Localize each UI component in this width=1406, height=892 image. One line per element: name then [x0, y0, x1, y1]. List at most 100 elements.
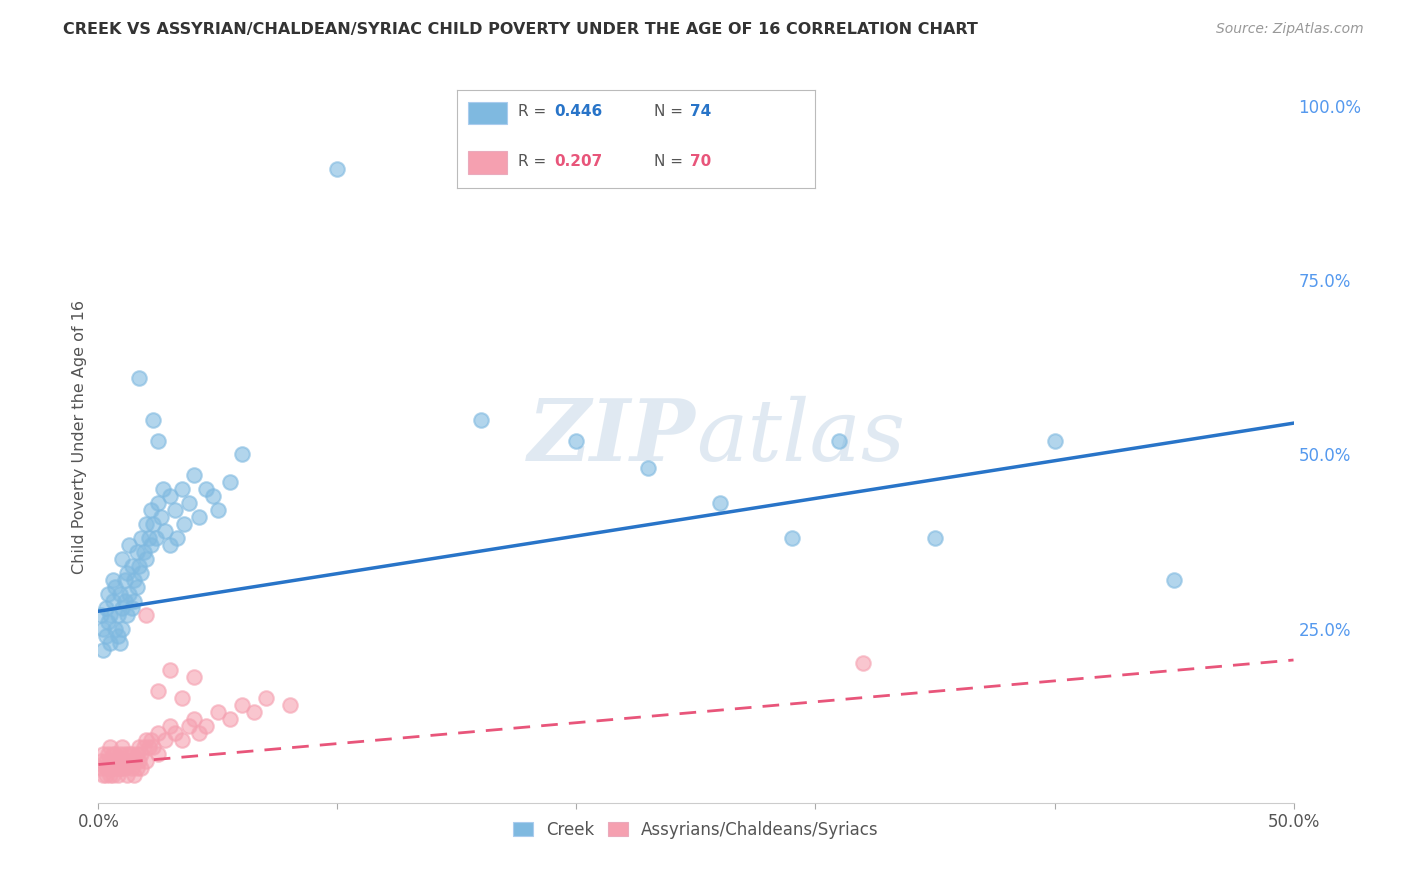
Point — [195, 483, 218, 497]
Point — [709, 496, 731, 510]
Point — [219, 475, 242, 490]
Point — [101, 573, 124, 587]
Point — [159, 489, 181, 503]
Point — [278, 698, 301, 713]
Point — [115, 607, 138, 622]
Point — [195, 719, 218, 733]
Text: CREEK VS ASSYRIAN/CHALDEAN/SYRIAC CHILD POVERTY UNDER THE AGE OF 16 CORRELATION : CREEK VS ASSYRIAN/CHALDEAN/SYRIAC CHILD … — [63, 22, 979, 37]
Point — [166, 531, 188, 545]
Point — [1043, 434, 1066, 448]
Point — [111, 740, 134, 755]
Point — [231, 698, 253, 713]
Point — [97, 761, 120, 775]
Point — [128, 371, 150, 385]
Point — [111, 761, 134, 775]
Point — [101, 761, 124, 775]
Point — [121, 747, 143, 761]
Point — [132, 740, 155, 755]
Point — [108, 587, 131, 601]
Point — [142, 412, 165, 426]
Point — [101, 768, 124, 782]
Point — [139, 538, 162, 552]
Point — [183, 670, 205, 684]
Point — [107, 761, 129, 775]
Point — [202, 489, 225, 503]
Point — [97, 615, 120, 629]
Point — [104, 761, 127, 775]
Point — [124, 754, 146, 768]
Point — [172, 691, 194, 706]
Point — [115, 768, 138, 782]
Point — [637, 461, 659, 475]
Point — [124, 768, 146, 782]
Point — [159, 719, 181, 733]
Point — [172, 733, 194, 747]
Point — [125, 747, 148, 761]
Point — [852, 657, 875, 671]
Point — [90, 607, 112, 622]
Point — [219, 712, 242, 726]
Point — [145, 531, 167, 545]
Point — [98, 754, 122, 768]
Point — [114, 573, 136, 587]
Point — [98, 607, 122, 622]
Point — [565, 434, 588, 448]
Point — [111, 600, 134, 615]
Point — [326, 161, 349, 176]
Point — [172, 483, 194, 497]
Point — [108, 761, 131, 775]
Point — [135, 552, 157, 566]
Point — [104, 754, 127, 768]
Point — [138, 740, 160, 755]
Point — [108, 635, 131, 649]
Point — [115, 754, 138, 768]
Point — [148, 726, 170, 740]
Point — [183, 468, 205, 483]
Point — [149, 510, 172, 524]
Point — [91, 747, 114, 761]
Point — [183, 712, 205, 726]
Point — [207, 503, 229, 517]
Point — [111, 754, 134, 768]
Point — [90, 761, 112, 775]
Point — [828, 434, 851, 448]
Point — [94, 761, 117, 775]
Point — [118, 538, 141, 552]
Point — [142, 740, 165, 755]
Point — [94, 768, 117, 782]
Point — [135, 754, 157, 768]
Point — [155, 733, 177, 747]
Y-axis label: Child Poverty Under the Age of 16: Child Poverty Under the Age of 16 — [72, 300, 87, 574]
Point — [128, 754, 150, 768]
Point — [125, 545, 148, 559]
Point — [924, 531, 946, 545]
Point — [91, 642, 114, 657]
Point — [114, 594, 136, 608]
Point — [118, 747, 141, 761]
Point — [163, 503, 186, 517]
Point — [107, 754, 129, 768]
Point — [94, 754, 117, 768]
Point — [187, 726, 209, 740]
Point — [98, 768, 122, 782]
Text: ZIP: ZIP — [529, 395, 696, 479]
Point — [155, 524, 177, 538]
Point — [139, 733, 162, 747]
Point — [159, 664, 181, 678]
Point — [125, 761, 148, 775]
Point — [118, 587, 141, 601]
Point — [159, 538, 181, 552]
Point — [121, 558, 143, 573]
Point — [131, 747, 153, 761]
Point — [125, 580, 148, 594]
Point — [101, 594, 124, 608]
Point — [148, 684, 170, 698]
Point — [107, 607, 129, 622]
Point — [135, 517, 157, 532]
Point — [139, 503, 162, 517]
Point — [128, 558, 150, 573]
Point — [163, 726, 186, 740]
Point — [114, 761, 136, 775]
Point — [104, 622, 127, 636]
Point — [115, 566, 138, 580]
